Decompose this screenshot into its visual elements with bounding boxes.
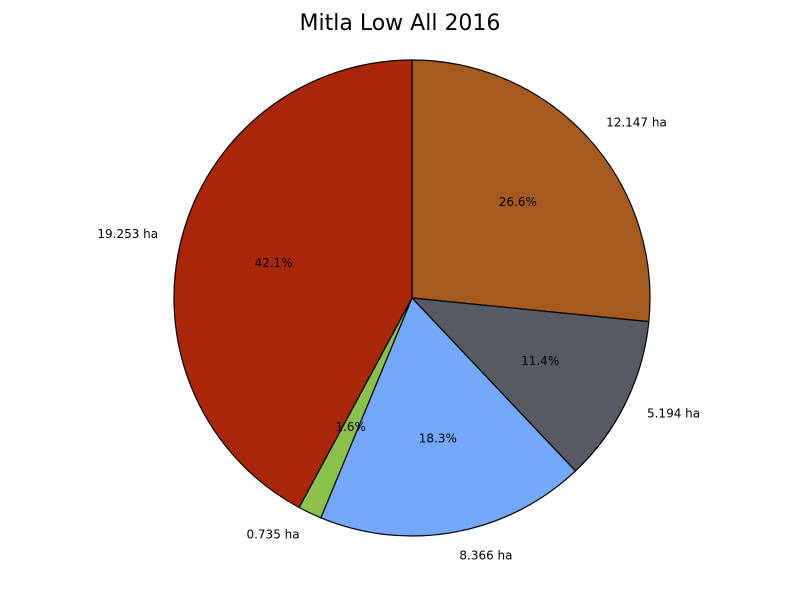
pie-slices	[173, 59, 651, 537]
slice-percent-label: 11.4%	[521, 354, 559, 368]
pie-labels: 26.6% 12.147 ha 11.4% 5.194 ha 18.3% 8.366 ha…	[97, 115, 700, 562]
slice-percent-label: 26.6%	[499, 195, 537, 209]
slice-value-label: 8.366 ha	[459, 548, 512, 562]
chart-title: Mitla Low All 2016	[300, 11, 501, 36]
slice-percent-label: 42.1%	[254, 256, 292, 270]
slice-value-label: 19.253 ha	[97, 227, 158, 241]
slice-value-label: 5.194 ha	[647, 406, 700, 420]
pie-slice	[410, 297, 650, 472]
pie-slice	[411, 59, 651, 323]
pie-slice	[173, 59, 413, 509]
pie-slice	[320, 296, 577, 537]
slice-value-label: 12.147 ha	[606, 115, 667, 129]
slice-percent-label: 18.3%	[419, 431, 457, 445]
slice-value-label: 0.735 ha	[246, 527, 299, 541]
slice-percent-label: 1.6%	[335, 420, 366, 434]
